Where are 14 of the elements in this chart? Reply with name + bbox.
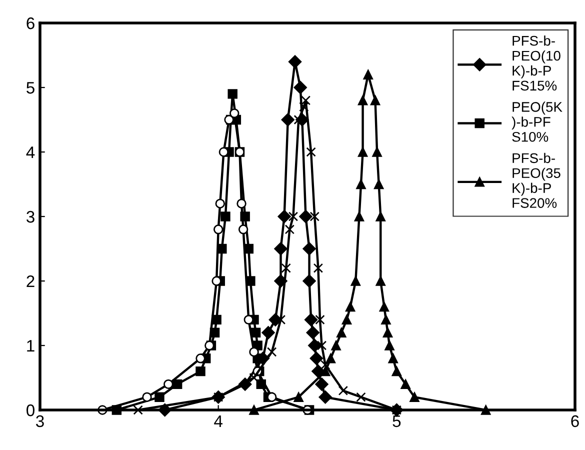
legend-label: PEO(5K)-b-PFS10% [512, 102, 562, 142]
x-tick-label: 6 [571, 415, 579, 428]
y-tick-label: 6 [26, 17, 34, 30]
legend-label: PFS-b-PEO(10K)-b-PFS15% [512, 36, 560, 91]
x-tick-label: 5 [392, 415, 401, 428]
y-tick-label: 1 [27, 340, 34, 352]
y-tick-label: 0 [26, 404, 34, 416]
y-tick-label: 3 [26, 210, 34, 223]
x-tick-label: 3 [36, 415, 44, 428]
y-tick-label: 5 [26, 82, 34, 94]
y-tick-label: 2 [26, 275, 34, 288]
legend-label: PFS-b-PEO(35K)-b-PFS20% [512, 152, 560, 208]
x-tick-label: 4 [214, 415, 222, 427]
y-tick-label: 4 [26, 146, 35, 158]
